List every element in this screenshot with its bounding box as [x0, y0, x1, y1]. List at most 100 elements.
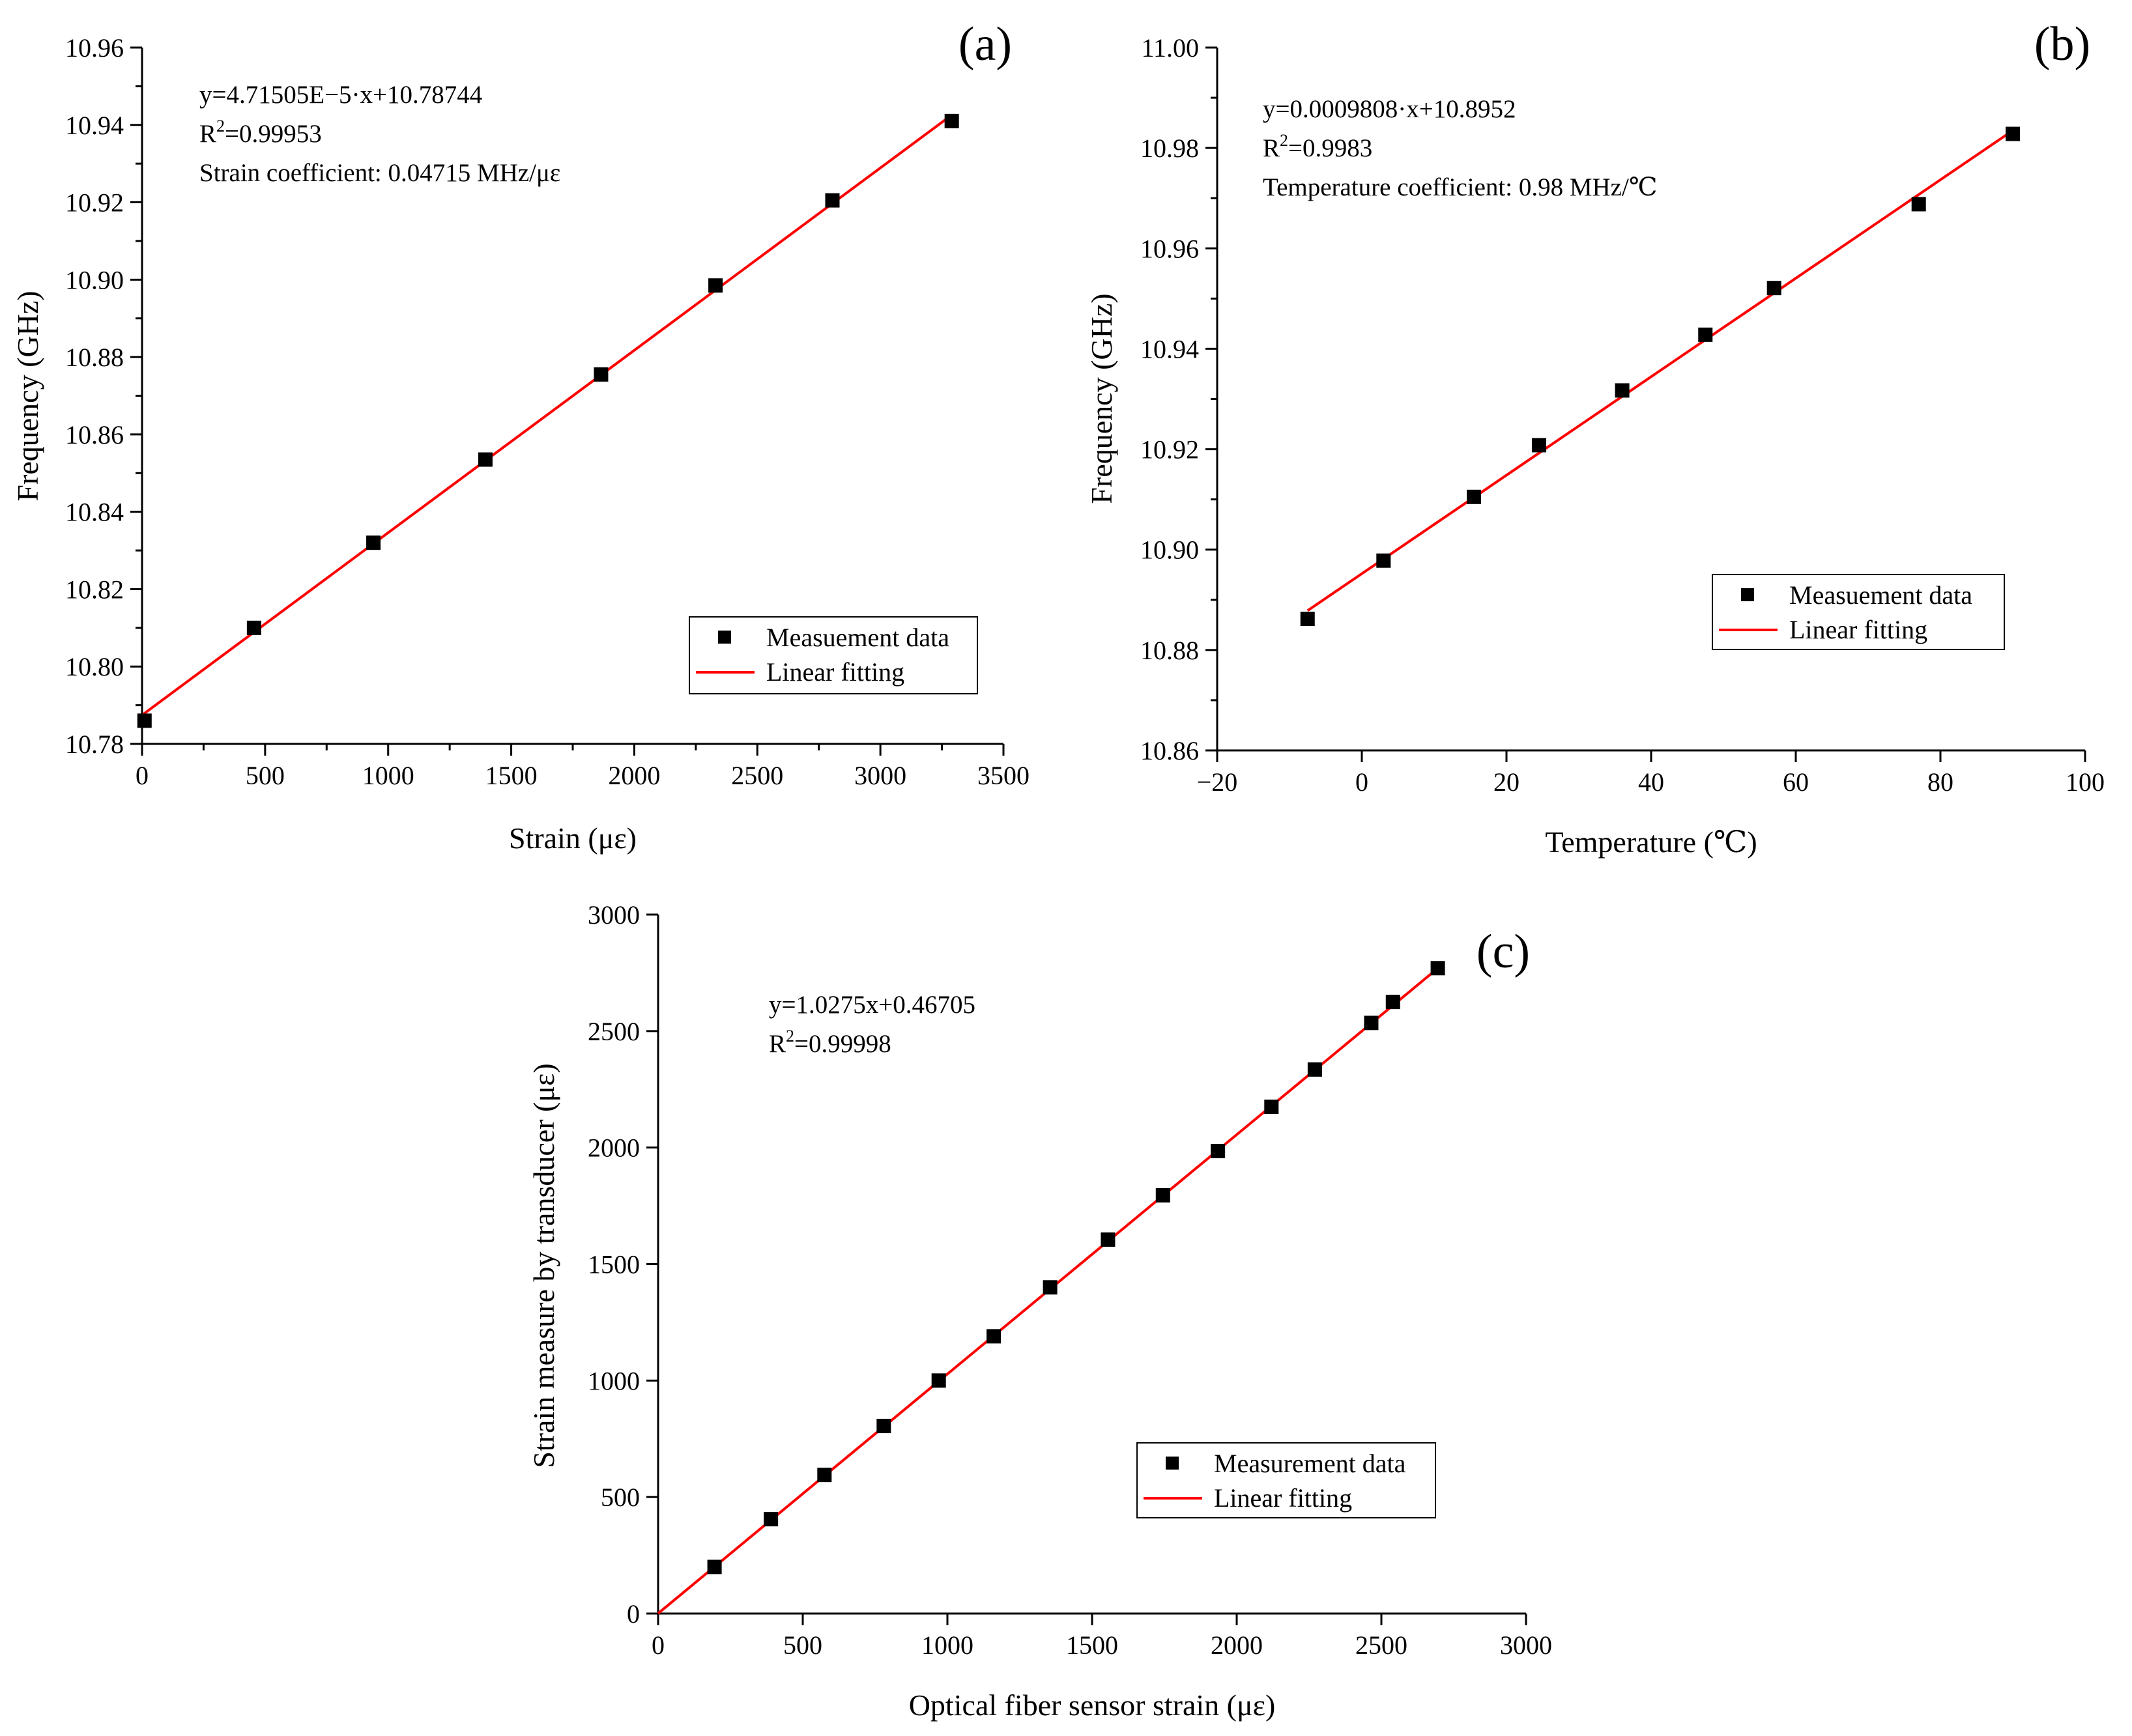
data-point [137, 713, 152, 728]
x-tick-label: 500 [783, 1630, 822, 1660]
data-point [708, 278, 723, 293]
data-point [1264, 1100, 1279, 1115]
data-point [825, 193, 840, 208]
y-tick-label: 500 [601, 1483, 640, 1512]
data-point [2006, 126, 2020, 141]
x-tick-label: 3000 [854, 761, 906, 790]
data-point [944, 113, 959, 128]
r-squared-label: R [1263, 134, 1280, 162]
data-point [1430, 961, 1445, 976]
x-axis-title: Optical fiber sensor strain (με) [909, 1688, 1276, 1722]
data-point [707, 1559, 722, 1574]
x-tick-label: 2500 [1355, 1630, 1407, 1660]
y-tick-label: 10.92 [1140, 435, 1199, 464]
y-tick-label: 10.78 [65, 730, 124, 759]
y-tick-label: 3000 [588, 900, 640, 930]
y-tick-label: 10.90 [65, 265, 124, 294]
x-tick-label: 3500 [977, 761, 1030, 790]
r-squared-superscript: 2 [216, 117, 225, 135]
data-point [876, 1419, 891, 1434]
legend: Measuement data Linear fitting [689, 616, 978, 694]
r-squared-label: R [199, 120, 216, 148]
y-tick-label: 10.86 [1140, 736, 1199, 765]
legend: Measurement data Linear fitting [1136, 1442, 1436, 1518]
coefficient-text: Temperature coefficient: 0.98 MHz/℃ [1263, 173, 1657, 201]
data-point [987, 1329, 1001, 1344]
data-point [1615, 383, 1630, 398]
panel-label: (b) [2034, 18, 2090, 71]
data-point [366, 535, 381, 550]
y-tick-label: 10.84 [65, 498, 124, 527]
y-tick-label: 10.86 [65, 420, 124, 449]
fit-equation: y=4.71505E−5·x+10.78744 [199, 81, 482, 109]
x-tick-label: 2000 [608, 761, 660, 790]
r-squared-value: =0.9983 [1288, 134, 1372, 162]
x-tick-label: 2500 [731, 761, 783, 790]
y-tick-label: 2000 [588, 1133, 640, 1163]
data-point [1698, 327, 1713, 342]
chart-panel-1: 0 500 1000 1500 2000 2500 3000 3500 10.78 10.80 10… [11, 18, 1030, 855]
x-tick-label: 1000 [362, 761, 414, 790]
legend-box [689, 616, 978, 694]
data-point [1155, 1188, 1170, 1202]
x-tick-label: 2000 [1211, 1630, 1263, 1660]
legend-line-label: Linear fitting [1214, 1483, 1352, 1513]
data-point [817, 1468, 832, 1483]
y-axis-title: Frequency (GHz) [11, 291, 44, 501]
data-point [1376, 553, 1391, 568]
data-point [1531, 438, 1546, 453]
data-point [1385, 995, 1400, 1010]
data-point [931, 1373, 946, 1388]
x-tick-label: 0 [1355, 767, 1368, 797]
r-squared-label: R [769, 1030, 786, 1058]
x-tick-label: 0 [136, 761, 149, 790]
legend-marker-label: Measuement data [1789, 580, 1972, 610]
y-tick-label: 10.80 [65, 652, 124, 681]
x-tick-label: 40 [1638, 767, 1664, 797]
x-tick-label: 0 [652, 1630, 665, 1660]
y-tick-label: 10.94 [1140, 334, 1199, 363]
legend-marker-symbol [1166, 1457, 1179, 1470]
legend-line-label: Linear fitting [766, 657, 904, 687]
x-tick-label: 60 [1783, 767, 1809, 797]
legend-marker-label: Measuement data [766, 623, 949, 652]
coefficient-text: Strain coefficient: 0.04715 MHz/με [199, 159, 560, 187]
chart-panel-2: −20 0 20 40 60 80 100 10.86 10.88 10.90 10.92 10.94… [1085, 18, 2105, 859]
chart-panel-3: 0 500 1000 1500 2000 2500 3000 0 500 1000 1500 2000… [527, 900, 1552, 1722]
y-tick-label: 10.82 [65, 575, 124, 604]
y-tick-label: 11.00 [1141, 33, 1199, 63]
data-point [246, 620, 261, 635]
legend-marker-symbol [1741, 588, 1754, 601]
panel-label: (c) [1477, 925, 1530, 978]
legend-box [1712, 574, 2005, 650]
y-tick-label: 1500 [588, 1250, 640, 1279]
y-tick-label: 10.92 [65, 188, 124, 218]
data-point [1211, 1144, 1226, 1159]
data-point [1300, 612, 1315, 627]
fit-line [1306, 129, 2014, 612]
fit-line [141, 113, 953, 717]
y-tick-label: 10.96 [65, 33, 124, 63]
data-point [1467, 489, 1482, 504]
x-axis-title: Strain (με) [509, 821, 637, 855]
panel-label: (a) [958, 18, 1012, 71]
y-tick-label: 2500 [588, 1017, 640, 1046]
y-tick-label: 10.88 [65, 343, 124, 372]
x-axis-title: Temperature (℃) [1545, 825, 1757, 859]
legend-marker-label: Measurement data [1214, 1449, 1406, 1478]
x-tick-label: 1000 [921, 1630, 973, 1660]
y-tick-label: 1000 [588, 1366, 640, 1395]
y-tick-label: 10.94 [65, 111, 124, 140]
x-tick-label: 80 [1927, 767, 1953, 797]
r-squared: R2=0.9983 [1263, 131, 1372, 162]
legend: Measuement data Linear fitting [1712, 574, 2005, 650]
x-tick-label: 500 [246, 761, 285, 790]
legend-line-label: Linear fitting [1789, 615, 1927, 644]
y-tick-label: 10.98 [1140, 134, 1199, 163]
legend-box [1136, 1442, 1436, 1518]
r-squared: R2=0.99998 [769, 1027, 891, 1058]
fit-equation: y=1.0275x+0.46705 [769, 991, 975, 1019]
r-squared-superscript: 2 [786, 1027, 794, 1046]
y-axis-title: Strain measure by transducer (με) [527, 1063, 560, 1468]
